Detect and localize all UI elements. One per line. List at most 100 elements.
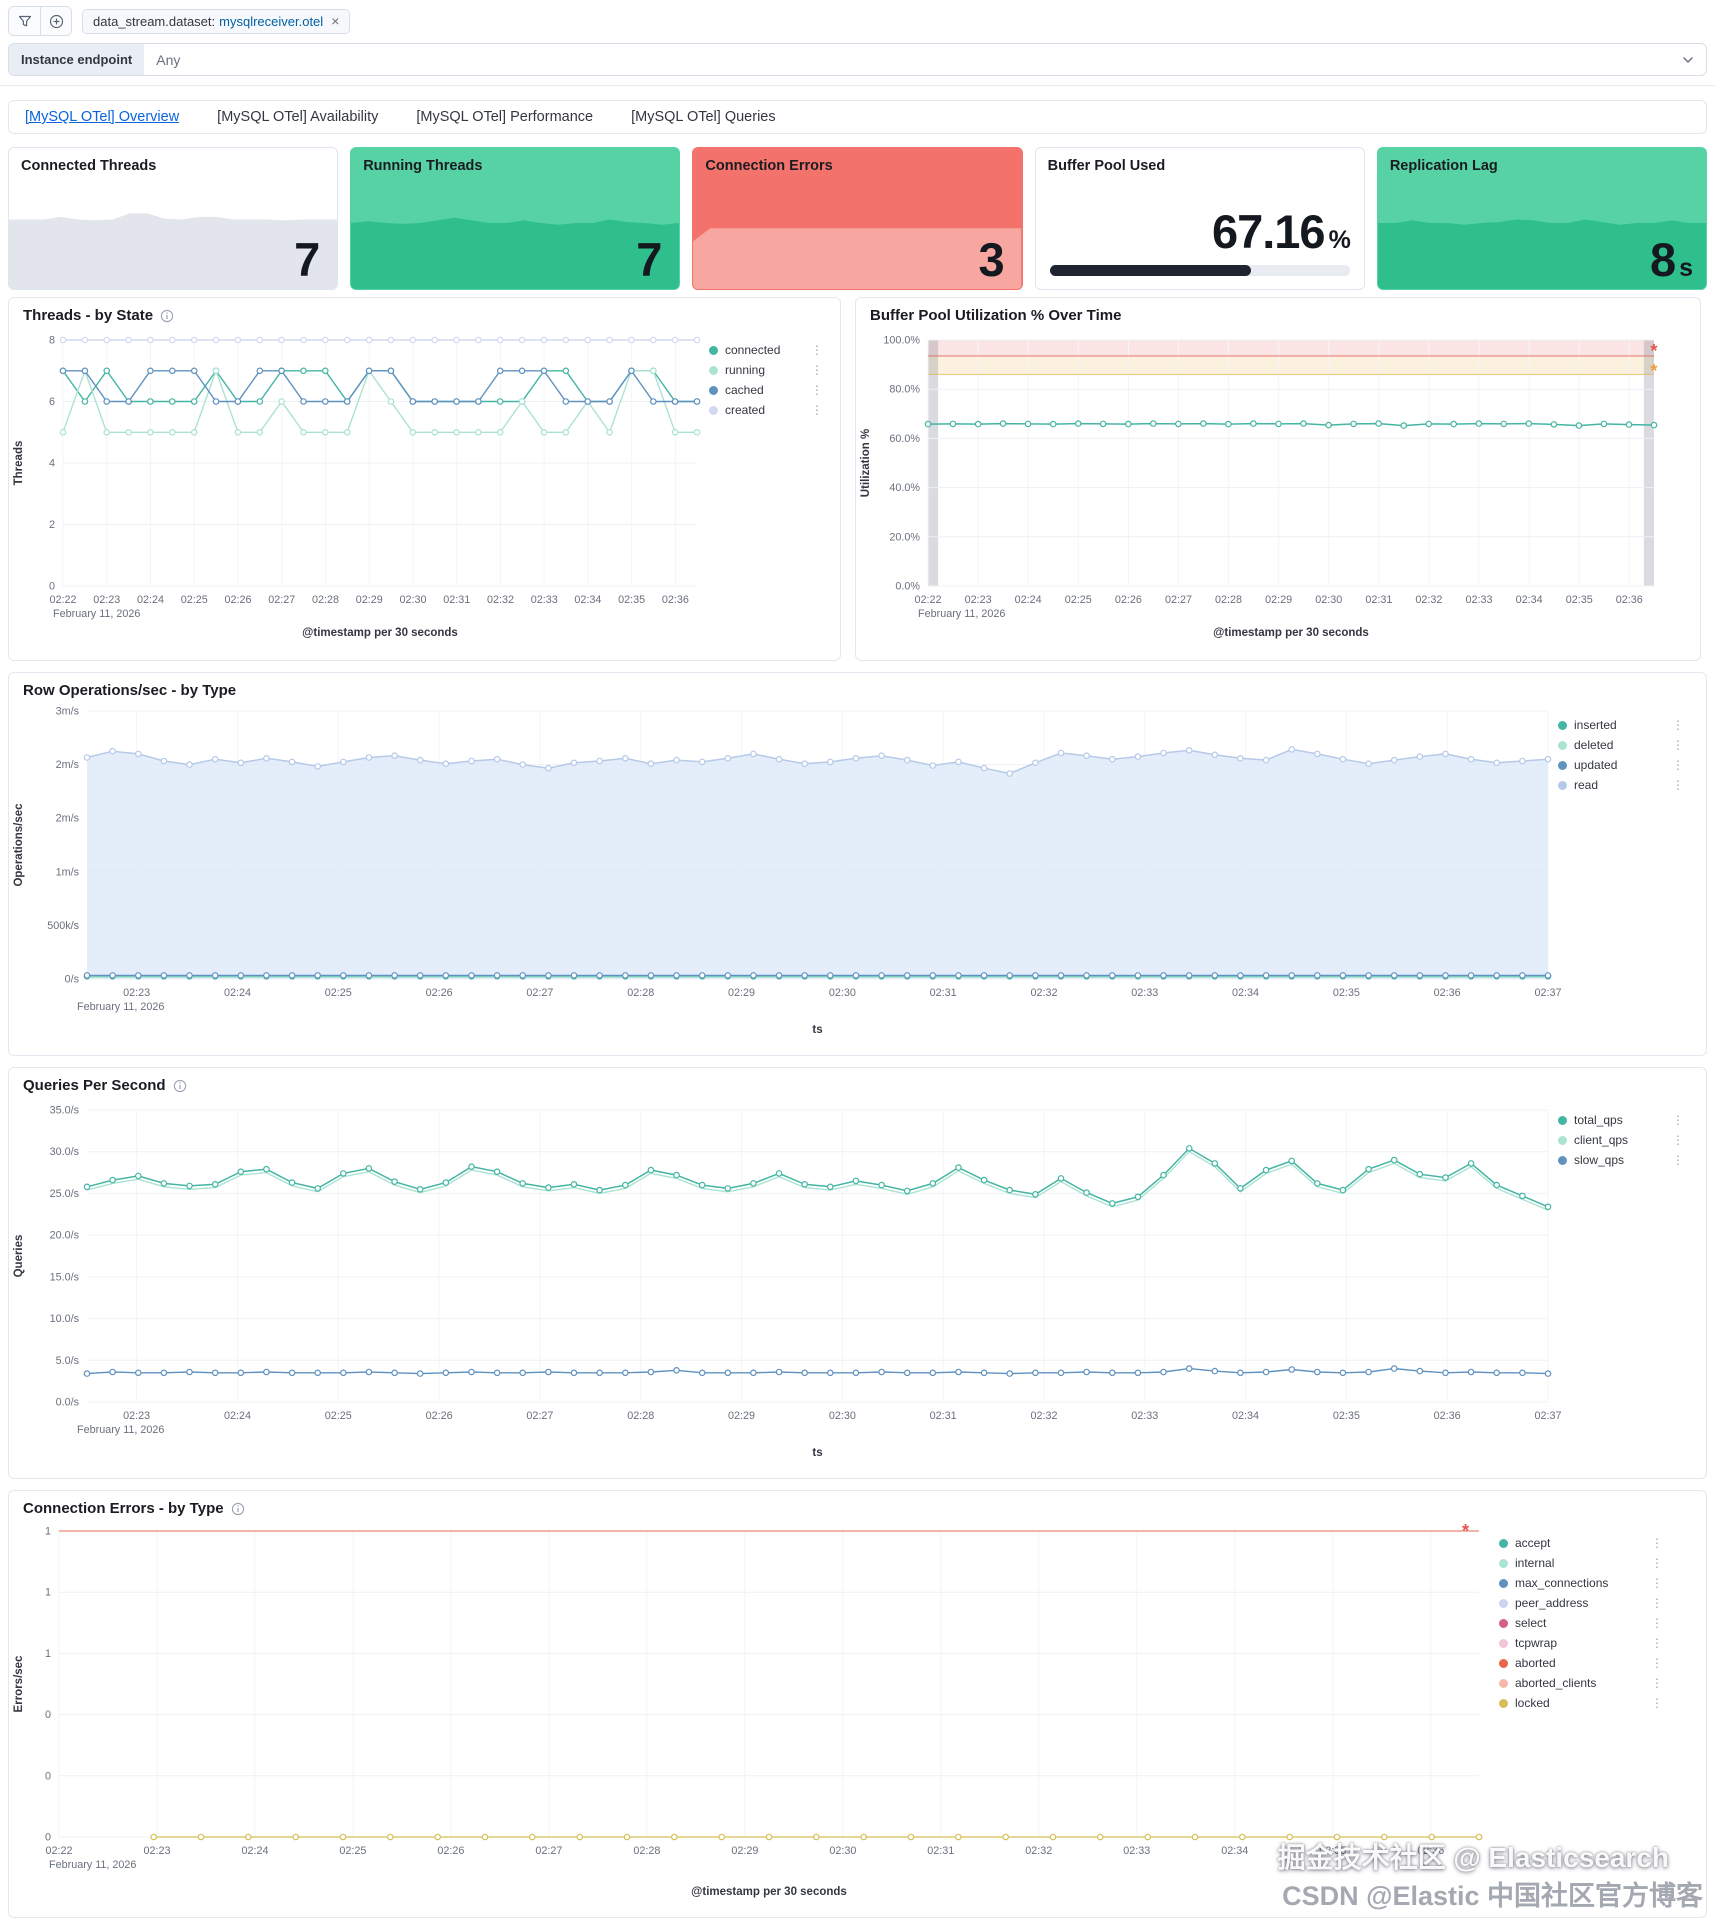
svg-text:100.0%: 100.0% <box>883 335 920 347</box>
svg-text:02:27: 02:27 <box>1165 594 1192 606</box>
metric-title: Replication Lag <box>1389 158 1498 174</box>
svg-text:40.0%: 40.0% <box>889 482 920 494</box>
legend-item-accept[interactable]: accept ⋮ <box>1499 1533 1663 1553</box>
svg-text:2: 2 <box>49 519 55 531</box>
legend-item-tcpwrap[interactable]: tcpwrap ⋮ <box>1499 1633 1663 1653</box>
row-operations-chart[interactable]: 02:23 02:24 02:25 02:26 02:27 02:28 02:29 02:30… <box>9 701 1562 1041</box>
svg-text:02:26: 02:26 <box>1115 594 1142 606</box>
metric-buffer-pool-used[interactable]: Buffer Pool Used 67.16% <box>1034 147 1365 290</box>
svg-text:@timestamp per 30 seconds: @timestamp per 30 seconds <box>691 1886 847 1898</box>
legend-menu-icon[interactable]: ⋮ <box>1651 1596 1663 1610</box>
legend-menu-icon[interactable]: ⋮ <box>1651 1656 1663 1670</box>
legend-menu-icon[interactable]: ⋮ <box>1672 1153 1684 1167</box>
svg-text:02:33: 02:33 <box>1131 987 1158 999</box>
legend-menu-icon[interactable]: ⋮ <box>1651 1616 1663 1630</box>
legend-menu-icon[interactable]: ⋮ <box>1651 1676 1663 1690</box>
legend-item-cached[interactable]: cached ⋮ <box>709 380 823 400</box>
legend-menu-icon[interactable]: ⋮ <box>1672 718 1684 732</box>
legend-item-updated[interactable]: updated ⋮ <box>1558 755 1684 775</box>
svg-text:20.0%: 20.0% <box>889 531 920 543</box>
remove-filter-icon[interactable]: × <box>331 13 340 29</box>
legend-item-slow_qps[interactable]: slow_qps ⋮ <box>1558 1150 1684 1170</box>
legend-dot <box>1499 1538 1508 1548</box>
legend-item-connected[interactable]: connected ⋮ <box>709 340 823 360</box>
panel-threads-by-state: Threads - by State 02:22 02:23 02:24 02:25 0… <box>8 297 841 661</box>
svg-text:02:31: 02:31 <box>443 594 470 606</box>
legend-menu-icon[interactable]: ⋮ <box>1672 778 1684 792</box>
panel-header: Queries Per Second <box>9 1068 1706 1096</box>
buffer-pool-chart[interactable]: 02:22 02:23 02:24 02:25 02:26 02:27 02:28 02:29… <box>856 326 1682 644</box>
filter-menu-button[interactable] <box>9 7 40 35</box>
svg-text:02:22: 02:22 <box>914 594 941 606</box>
svg-text:02:29: 02:29 <box>356 594 383 606</box>
legend-menu-icon[interactable]: ⋮ <box>811 383 823 397</box>
legend-item-deleted[interactable]: deleted ⋮ <box>1558 735 1684 755</box>
legend-menu-icon[interactable]: ⋮ <box>1651 1556 1663 1570</box>
legend-menu-icon[interactable]: ⋮ <box>811 363 823 377</box>
svg-text:02:33: 02:33 <box>531 594 558 606</box>
queries-per-second-chart[interactable]: 02:23 02:24 02:25 02:26 02:27 02:28 02:29 02:30… <box>9 1096 1562 1464</box>
svg-text:02:28: 02:28 <box>312 594 339 606</box>
legend-menu-icon[interactable]: ⋮ <box>1651 1636 1663 1650</box>
legend-item-peer_address[interactable]: peer_address ⋮ <box>1499 1593 1663 1613</box>
add-filter-button[interactable] <box>40 7 71 35</box>
info-icon[interactable] <box>231 1502 245 1516</box>
svg-text:20.0/s: 20.0/s <box>50 1230 80 1242</box>
svg-text:02:34: 02:34 <box>1221 1845 1248 1857</box>
svg-text:02:26: 02:26 <box>426 987 453 999</box>
metric-connection-errors[interactable]: Connection Errors 3 <box>692 147 1023 290</box>
svg-text:02:37: 02:37 <box>1534 987 1561 999</box>
legend-item-running[interactable]: running ⋮ <box>709 360 823 380</box>
legend-menu-icon[interactable]: ⋮ <box>1672 738 1684 752</box>
panel-connection-errors: Connection Errors - by Type 02:22 02:23 02… <box>8 1490 1707 1918</box>
legend-label: client_qps <box>1574 1133 1629 1147</box>
legend-menu-icon[interactable]: ⋮ <box>1651 1536 1663 1550</box>
metric-running-threads[interactable]: Running Threads 7 <box>350 147 681 290</box>
svg-text:35.0/s: 35.0/s <box>50 1105 80 1117</box>
connection-errors-chart[interactable]: 02:22 02:23 02:24 02:25 02:26 02:27 02:28 02:29… <box>9 1519 1499 1903</box>
filter-pill[interactable]: data_stream.dataset: mysqlreceiver.otel … <box>82 8 351 34</box>
legend-item-inserted[interactable]: inserted ⋮ <box>1558 715 1684 735</box>
svg-text:0: 0 <box>45 1709 51 1721</box>
metric-value: 3 <box>978 233 1004 286</box>
svg-text:1m/s: 1m/s <box>56 866 80 878</box>
legend-menu-icon[interactable]: ⋮ <box>811 403 823 417</box>
legend-item-select[interactable]: select ⋮ <box>1499 1613 1663 1633</box>
svg-text:02:34: 02:34 <box>1516 594 1543 606</box>
tab-mysql-overview[interactable]: [MySQL OTel] Overview <box>25 109 180 125</box>
legend-label: inserted <box>1574 718 1617 732</box>
legend-item-read[interactable]: read ⋮ <box>1558 775 1684 795</box>
legend-label: running <box>725 363 766 377</box>
svg-text:02:22: 02:22 <box>45 1845 72 1857</box>
panel-body: 02:23 02:24 02:25 02:26 02:27 02:28 02:29 02:30… <box>9 701 1706 1041</box>
instance-endpoint-control[interactable]: Instance endpoint Any <box>8 43 1707 76</box>
threads-by-state-chart[interactable]: 02:22 02:23 02:24 02:25 02:26 02:27 02:28 02:29… <box>9 326 709 644</box>
legend-item-aborted_clients[interactable]: aborted_clients ⋮ <box>1499 1673 1663 1693</box>
metric-connected-threads[interactable]: Connected Threads 7 <box>8 147 339 290</box>
info-icon[interactable] <box>160 309 174 323</box>
legend-menu-icon[interactable]: ⋮ <box>1651 1696 1663 1710</box>
legend-menu-icon[interactable]: ⋮ <box>811 343 823 357</box>
legend-item-created[interactable]: created ⋮ <box>709 400 823 420</box>
legend-item-internal[interactable]: internal ⋮ <box>1499 1553 1663 1573</box>
tab-mysql-performance[interactable]: [MySQL OTel] Performance <box>416 109 594 125</box>
svg-text:2m/s: 2m/s <box>56 813 80 825</box>
panel-title: Threads - by State <box>23 307 154 324</box>
legend-item-locked[interactable]: locked ⋮ <box>1499 1693 1663 1713</box>
legend-item-aborted[interactable]: aborted ⋮ <box>1499 1653 1663 1673</box>
plus-circle-icon <box>49 14 63 28</box>
svg-text:80.0%: 80.0% <box>889 384 920 396</box>
tab-mysql-availability[interactable]: [MySQL OTel] Availability <box>217 109 379 125</box>
info-icon[interactable] <box>173 1079 187 1093</box>
tab-mysql-queries[interactable]: [MySQL OTel] Queries <box>631 109 776 125</box>
legend-menu-icon[interactable]: ⋮ <box>1672 1133 1684 1147</box>
legend-item-total_qps[interactable]: total_qps ⋮ <box>1558 1110 1684 1130</box>
svg-text:02:34: 02:34 <box>1232 987 1259 999</box>
legend-item-max_connections[interactable]: max_connections ⋮ <box>1499 1573 1663 1593</box>
legend-menu-icon[interactable]: ⋮ <box>1651 1576 1663 1590</box>
legend-menu-icon[interactable]: ⋮ <box>1672 758 1684 772</box>
legend-item-client_qps[interactable]: client_qps ⋮ <box>1558 1130 1684 1150</box>
legend-menu-icon[interactable]: ⋮ <box>1672 1113 1684 1127</box>
